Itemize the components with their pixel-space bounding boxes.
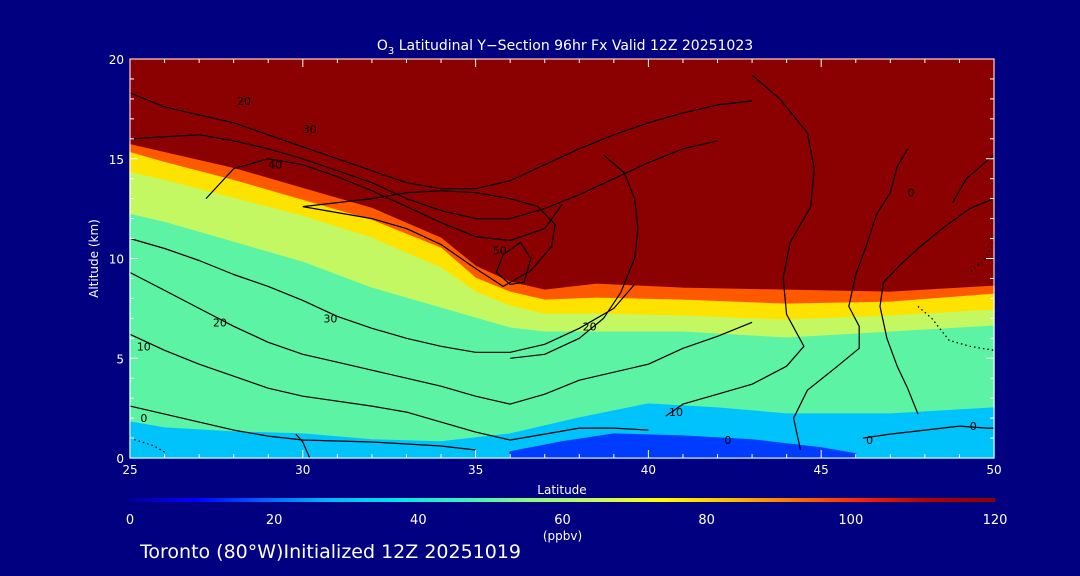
x-tick-label-5: 50 — [986, 463, 1001, 477]
x-tick-label-2: 35 — [468, 463, 483, 477]
colorbar-tick-label-4: 80 — [698, 513, 715, 528]
colorbar-tick-label-6: 120 — [983, 513, 1008, 528]
contour-line-15 — [951, 154, 995, 203]
dotted-line-2 — [969, 242, 995, 273]
contour-label-0: 0 — [140, 412, 147, 425]
x-tick-label-4: 45 — [814, 463, 829, 477]
contour-line-3 — [129, 237, 636, 353]
contour-line-7 — [205, 158, 563, 242]
contour-label-14: 0 — [724, 434, 731, 447]
contour-label-2: 20 — [213, 316, 227, 329]
colorbar-tick-label-2: 40 — [410, 513, 427, 528]
y-axis-label: Altitude (km) — [87, 219, 101, 298]
axes: 25 30 35 40 45 50 0 5 10 15 20 Latitude Altitude (km… — [87, 53, 1002, 497]
contour-line-8 — [302, 190, 556, 287]
x-tick-label-1: 30 — [295, 463, 310, 477]
contour-line-11 — [792, 148, 909, 451]
contour-label-8: 50 — [493, 245, 507, 258]
contour-label-7: 40 — [268, 159, 282, 172]
dotted-line-1 — [917, 305, 995, 351]
contour-label-4: 20 — [583, 320, 597, 333]
contour-line-1 — [129, 333, 649, 441]
x-axis-label: Latitude — [537, 483, 586, 497]
contour-lines: 0 10 20 30 20 20 30 40 50 10 0 0 0 0 — [129, 74, 995, 459]
colorbar-tick-label-5: 100 — [838, 513, 863, 528]
contour-line-10 — [665, 74, 815, 417]
contour-line-4 — [510, 154, 639, 359]
x-tick-label-0: 25 — [122, 463, 137, 477]
y-tick-label-0: 0 — [116, 452, 124, 466]
colorbar-unit: (ppbv) — [543, 529, 582, 543]
contour-line-14 — [295, 433, 311, 459]
y-tick-label-1: 5 — [116, 352, 124, 366]
colorbar-strip — [130, 498, 995, 502]
chart-title: O3 Latitudinal Y−Section 96hr Fx Valid 1… — [377, 38, 753, 57]
contour-label-5: 20 — [237, 95, 251, 108]
contour-label-10: 10 — [669, 406, 683, 419]
contour-label-15: 0 — [908, 187, 915, 200]
colorbar-tick-label-0: 0 — [126, 513, 134, 528]
contour-line-6 — [129, 134, 718, 220]
y-tick-label-3: 15 — [109, 153, 124, 167]
y-tick-label-2: 10 — [109, 253, 124, 267]
contour-line-0 — [129, 405, 476, 451]
y-tick-label-4: 20 — [109, 53, 124, 67]
contour-label-1: 10 — [137, 340, 151, 353]
footer-text: Toronto (80°W)Initialized 12Z 20251019 — [140, 541, 522, 563]
contour-line-9 — [495, 241, 532, 285]
contour-label-12: 0 — [970, 420, 977, 433]
contour-label-6: 30 — [303, 123, 317, 136]
contour-label-3: 30 — [323, 312, 337, 325]
colorbar-tick-label-3: 60 — [554, 513, 571, 528]
contour-line-5 — [129, 92, 753, 190]
contour-line-12 — [862, 425, 994, 439]
colorbar-tick-label-1: 20 — [266, 513, 283, 528]
contour-line-2 — [129, 271, 753, 405]
contour-line-13 — [879, 198, 995, 415]
contour-label-11: 0 — [866, 434, 873, 447]
colorbar: 0 20 40 60 80 100 120 (ppbv) — [126, 498, 1008, 543]
filled-contours — [129, 58, 995, 459]
x-tick-label-3: 40 — [641, 463, 656, 477]
